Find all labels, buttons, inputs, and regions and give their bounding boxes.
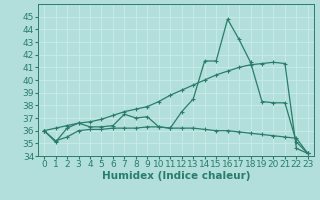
X-axis label: Humidex (Indice chaleur): Humidex (Indice chaleur) [102,171,250,181]
